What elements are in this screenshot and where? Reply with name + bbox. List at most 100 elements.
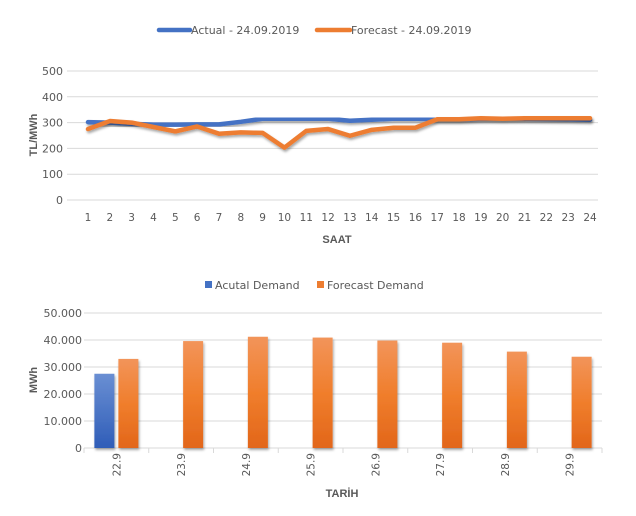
bar-forecast-demand[interactable] xyxy=(118,358,139,448)
data-point[interactable] xyxy=(239,130,243,134)
x-tick-label: 1 xyxy=(85,212,92,224)
data-point[interactable] xyxy=(391,126,395,130)
line-chart-y-axis: 0 100 200 300 400 500 xyxy=(42,65,63,207)
legend-item-actual[interactable]: Actual - 24.09.2019 xyxy=(156,24,299,37)
y-tick-label: 0 xyxy=(56,194,63,207)
data-point[interactable] xyxy=(370,128,374,132)
data-point[interactable] xyxy=(173,129,177,133)
data-point[interactable] xyxy=(260,131,264,135)
bar-actual-demand[interactable] xyxy=(94,373,115,448)
x-tick-label: 7 xyxy=(216,212,223,224)
x-tick-label: 18 xyxy=(452,212,465,224)
data-point[interactable] xyxy=(391,117,395,121)
bar-chart-y-axis-title: MWh xyxy=(28,367,40,394)
bar-forecast-demand[interactable] xyxy=(183,341,204,448)
data-point[interactable] xyxy=(304,117,308,121)
series-line-forecast[interactable] xyxy=(85,115,593,150)
data-point[interactable] xyxy=(566,116,570,120)
y-tick-label: 100 xyxy=(42,168,63,181)
bar-forecast-demand[interactable] xyxy=(571,356,592,448)
y-tick-label: 10.000 xyxy=(44,415,83,428)
data-point[interactable] xyxy=(195,124,199,128)
line-chart-y-axis-title: TL/MWh xyxy=(28,113,40,156)
data-point[interactable] xyxy=(304,129,308,133)
x-tick-label: 12 xyxy=(321,212,334,224)
data-point[interactable] xyxy=(151,125,155,129)
x-tick-label: 24.9 xyxy=(241,453,253,476)
data-point[interactable] xyxy=(522,116,526,120)
line-chart-x-axis: 1 2 3 4 5 6 7 8 9 10 11 12 13 14 15 16 17 18 19 20 21 22 23 24 xyxy=(85,212,597,224)
bar-chart-legend: Acutal Demand Forecast Demand xyxy=(205,279,424,292)
legend-item-forecast[interactable]: Forecast - 24.09.2019 xyxy=(314,24,472,37)
x-tick-label: 16 xyxy=(409,212,423,224)
data-point[interactable] xyxy=(413,117,417,121)
y-tick-label: 20.000 xyxy=(44,388,83,401)
x-tick-label: 11 xyxy=(300,212,313,224)
legend-label-forecast: Forecast - 24.09.2019 xyxy=(351,24,472,37)
x-tick-label: 17 xyxy=(431,212,444,224)
data-point[interactable] xyxy=(217,122,221,126)
x-tick-label: 22 xyxy=(540,212,553,224)
bar-chart-x-axis-title: TARİH xyxy=(326,487,359,500)
data-point[interactable] xyxy=(260,117,264,121)
data-point[interactable] xyxy=(435,117,439,121)
legend-item-forecast-demand[interactable]: Forecast Demand xyxy=(317,279,424,292)
x-tick-label: 10 xyxy=(278,212,291,224)
data-point[interactable] xyxy=(239,120,243,124)
data-point[interactable] xyxy=(173,122,177,126)
legend-label-actual-demand: Acutal Demand xyxy=(215,279,300,292)
data-point[interactable] xyxy=(86,120,90,124)
x-tick-label: 26.9 xyxy=(370,453,382,476)
x-tick-label: 27.9 xyxy=(435,453,447,476)
bar-forecast-demand[interactable] xyxy=(506,351,527,448)
data-point[interactable] xyxy=(413,126,417,130)
data-point[interactable] xyxy=(326,127,330,131)
data-point[interactable] xyxy=(544,116,548,120)
y-tick-label: 40.000 xyxy=(44,334,83,347)
x-tick-label: 24 xyxy=(583,212,597,224)
bar-forecast-demand[interactable] xyxy=(377,340,398,448)
x-tick-label: 23 xyxy=(561,212,574,224)
legend-swatch-forecast-demand xyxy=(317,281,324,288)
x-tick-label: 22.9 xyxy=(111,453,123,476)
data-point[interactable] xyxy=(282,145,286,149)
bar-forecast-demand[interactable] xyxy=(312,337,333,448)
legend-item-actual-demand[interactable]: Acutal Demand xyxy=(205,279,300,292)
line-chart-x-axis-title: SAAT xyxy=(322,234,351,246)
bar-forecast-demand[interactable] xyxy=(247,336,268,448)
data-point[interactable] xyxy=(500,117,504,121)
x-tick-label: 15 xyxy=(387,212,400,224)
bar-chart-x-axis: 22.9 23.9 24.9 25.9 26.9 27.9 28.9 29.9 xyxy=(83,447,603,476)
x-tick-label: 8 xyxy=(237,212,244,224)
y-tick-label: 200 xyxy=(42,142,63,155)
data-point[interactable] xyxy=(86,127,90,131)
line-chart: Actual - 24.09.2019 Forecast - 24.09.201… xyxy=(28,24,598,246)
line-chart-gridlines xyxy=(67,70,598,201)
x-tick-label: 6 xyxy=(194,212,201,224)
data-point[interactable] xyxy=(348,134,352,138)
x-tick-label: 28.9 xyxy=(500,453,512,476)
data-point[interactable] xyxy=(457,117,461,121)
y-tick-label: 300 xyxy=(42,117,63,130)
data-point[interactable] xyxy=(282,117,286,121)
x-tick-label: 19 xyxy=(474,212,487,224)
x-tick-label: 21 xyxy=(518,212,531,224)
line-chart-legend: Actual - 24.09.2019 Forecast - 24.09.201… xyxy=(156,24,472,37)
legend-swatch-actual-demand xyxy=(205,281,212,288)
data-point[interactable] xyxy=(217,131,221,135)
x-tick-label: 25.9 xyxy=(306,453,318,476)
data-point[interactable] xyxy=(348,119,352,123)
bar-forecast-demand[interactable] xyxy=(442,342,463,448)
data-point[interactable] xyxy=(479,116,483,120)
x-tick-label: 9 xyxy=(259,212,266,224)
data-point[interactable] xyxy=(370,118,374,122)
data-point[interactable] xyxy=(129,120,133,124)
data-point[interactable] xyxy=(588,116,592,120)
bar-chart-y-axis: 0 10.000 20.000 30.000 40.000 50.000 xyxy=(44,307,83,455)
x-tick-label: 23.9 xyxy=(176,453,188,476)
data-point[interactable] xyxy=(326,117,330,121)
data-point[interactable] xyxy=(108,119,112,123)
legend-label-actual: Actual - 24.09.2019 xyxy=(191,24,299,37)
x-tick-label: 5 xyxy=(172,212,179,224)
